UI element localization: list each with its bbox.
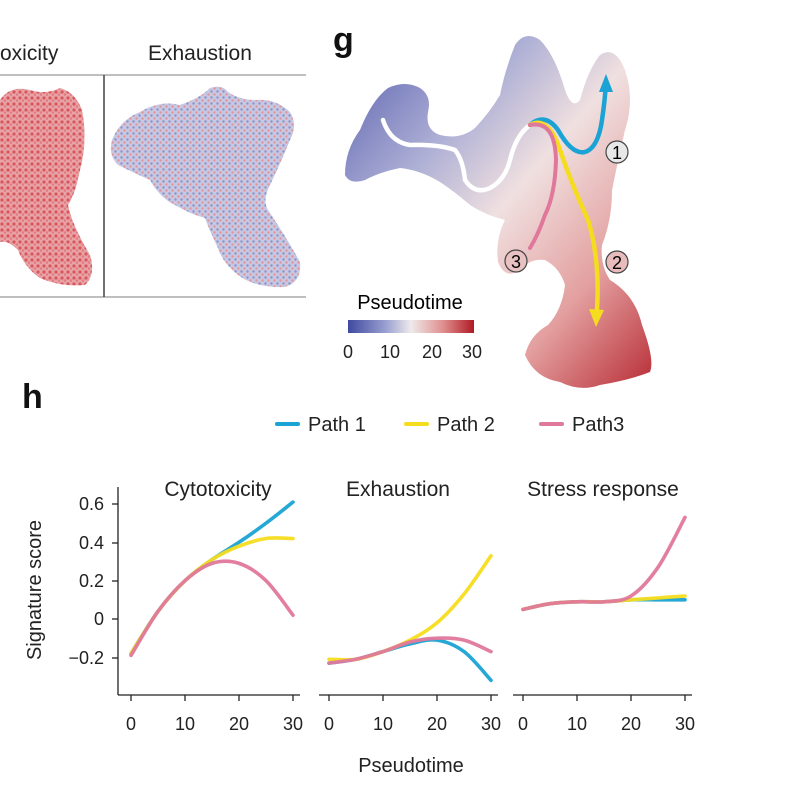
legend-label-path3: Path3 xyxy=(572,414,624,436)
subplot-title-exhaustion: Exhaustion xyxy=(346,478,450,501)
x-tick-label: 10 xyxy=(175,714,195,734)
trajectory-umap xyxy=(345,36,652,388)
series-line-path3-subplot-1 xyxy=(129,559,295,658)
panel-g-letter: g xyxy=(333,21,354,59)
y-axis-label: Signature score xyxy=(24,520,46,660)
y-tick-label: 0 xyxy=(94,609,104,629)
y-tick-label: −0.2 xyxy=(68,648,104,668)
x-tick-label: 20 xyxy=(229,714,249,734)
umap-title-cytotoxicity: oxicity xyxy=(0,42,59,65)
trajectory-white xyxy=(380,117,533,193)
x-tick-label: 20 xyxy=(427,714,447,734)
colorbar-tick-30: 30 xyxy=(462,342,482,362)
curves xyxy=(129,500,687,683)
series-line-path3-subplot-2 xyxy=(327,636,493,665)
x-tick-label: 0 xyxy=(518,714,528,734)
series-line-path2-subplot-1 xyxy=(129,536,295,656)
x-tick-label: 30 xyxy=(675,714,695,734)
x-tick-label: 0 xyxy=(324,714,334,734)
umap-panels: oxicity Exhaustion xyxy=(0,42,306,298)
legend-label-path1: Path 1 xyxy=(308,414,366,436)
y-tick-label: 0.2 xyxy=(79,571,104,591)
legend-label-path2: Path 2 xyxy=(437,414,495,436)
colorbar-tick-0: 0 xyxy=(343,342,353,362)
svg-text:3: 3 xyxy=(511,252,521,272)
path-marker-3: 3 xyxy=(504,249,528,273)
umap-exhaustion xyxy=(110,86,301,288)
x-tick-label: 10 xyxy=(567,714,587,734)
trajectory-path1-arrow xyxy=(599,74,613,92)
umap-cytotoxicity xyxy=(0,88,93,286)
trajectory-path1 xyxy=(527,79,609,155)
y-tick-label: 0.4 xyxy=(79,533,104,553)
x-axes: 0 10 20 30 0 10 20 30 0 10 20 30 xyxy=(118,694,695,734)
x-tick-label: 30 xyxy=(481,714,501,734)
x-tick-label: 20 xyxy=(621,714,641,734)
trajectory-path3 xyxy=(528,122,559,250)
svg-text:2: 2 xyxy=(612,253,622,273)
y-ticks: 0.6 0.4 0.2 0 −0.2 xyxy=(68,494,118,668)
subplot-title-cytotoxicity: Cytotoxicity xyxy=(164,478,272,501)
colorbar-tick-20: 20 xyxy=(422,342,442,362)
panel-g: g 1 2 3 Pseudotime 0 10 20 30 xyxy=(333,21,652,388)
svg-text:1: 1 xyxy=(612,143,622,163)
trajectory-path2-arrow xyxy=(589,309,604,327)
subplot-title-stress-response: Stress response xyxy=(527,478,679,501)
y-tick-label: 0.6 xyxy=(79,494,104,514)
x-tick-label: 10 xyxy=(373,714,393,734)
path-marker-2: 2 xyxy=(605,250,629,274)
x-axis-label: Pseudotime xyxy=(358,755,464,777)
x-tick-label: 30 xyxy=(283,714,303,734)
x-tick-label: 0 xyxy=(126,714,136,734)
path-marker-1: 1 xyxy=(605,140,629,164)
series-line-path1-subplot-1 xyxy=(129,500,295,656)
series-line-path3-subplot-3 xyxy=(521,515,687,612)
umap-title-exhaustion: Exhaustion xyxy=(148,42,252,65)
panel-h-letter: h xyxy=(22,378,43,416)
colorbar-tick-10: 10 xyxy=(380,342,400,362)
colorbar-label: Pseudotime xyxy=(357,292,463,314)
colorbar xyxy=(348,320,474,333)
legend: Path 1 Path 2 Path3 xyxy=(275,414,624,436)
panel-h: h Path 1 Path 2 Path3 Cytotoxicity Exhau… xyxy=(22,378,695,777)
